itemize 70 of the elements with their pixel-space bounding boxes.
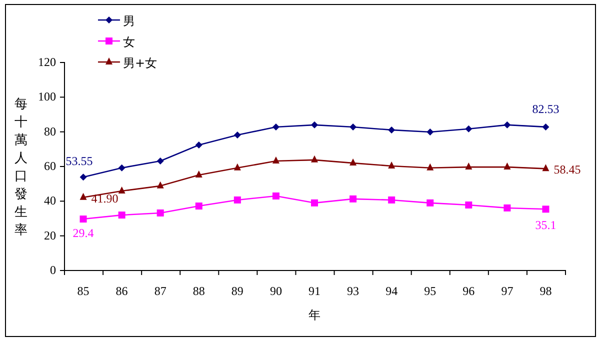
point	[350, 124, 357, 130]
point	[388, 196, 396, 204]
x-tick-label: 87	[154, 284, 166, 298]
point	[542, 164, 550, 172]
point	[272, 192, 280, 200]
x-tick-label: 89	[231, 284, 244, 298]
point	[426, 163, 434, 170]
x-axis-title: 年	[308, 308, 320, 322]
y-tick-label: 20	[44, 228, 56, 242]
point	[465, 162, 472, 170]
x-tick-label: 85	[77, 284, 90, 298]
point	[234, 163, 241, 170]
y-tick-label: 60	[44, 159, 56, 173]
point	[156, 209, 164, 216]
data-label: 35.1	[535, 218, 556, 232]
point	[156, 181, 164, 188]
x-tick-label: 96	[462, 284, 475, 298]
legend-label: 女	[123, 35, 135, 49]
data-label: 53.55	[66, 154, 93, 168]
point	[118, 164, 126, 172]
point	[465, 125, 472, 132]
point	[272, 124, 280, 130]
x-tick-label: 94	[386, 284, 398, 298]
point	[426, 128, 434, 136]
data-label: 29.4	[72, 226, 94, 240]
point	[311, 199, 318, 206]
point	[156, 157, 164, 164]
point	[311, 155, 318, 162]
point	[465, 202, 472, 208]
point	[542, 123, 550, 130]
data-label: 41.90	[91, 191, 118, 206]
data-label: 82.53	[532, 102, 560, 116]
point	[234, 131, 241, 138]
x-tick-label: 91	[308, 284, 320, 298]
x-tick-label: 86	[116, 284, 128, 298]
point	[118, 186, 126, 194]
point	[504, 204, 511, 212]
y-tick-label: 40	[44, 194, 56, 208]
point	[80, 174, 87, 181]
point	[195, 202, 202, 210]
y-tick-label: 120	[38, 55, 56, 69]
x-tick-label: 93	[347, 284, 360, 298]
point	[542, 206, 550, 213]
point	[80, 192, 87, 200]
point	[272, 156, 280, 164]
y-tick-label: 0	[50, 263, 56, 277]
point	[350, 158, 357, 166]
x-tick-label: 95	[424, 284, 436, 298]
data-label: 58.45	[554, 162, 581, 177]
x-tick-label: 88	[192, 284, 205, 298]
x-tick-label: 98	[540, 284, 552, 298]
y-axis-title: 每十萬人口發生率	[14, 96, 28, 237]
point	[195, 170, 202, 178]
point	[195, 142, 202, 149]
y-tick-label: 80	[44, 124, 56, 138]
point	[504, 162, 511, 170]
point	[504, 121, 511, 128]
point	[311, 121, 318, 128]
point	[118, 212, 126, 219]
point	[388, 162, 396, 168]
point	[350, 195, 357, 202]
y-tick-label: 100	[38, 90, 56, 104]
point	[426, 199, 434, 206]
x-tick-label: 97	[501, 284, 514, 298]
point	[388, 126, 396, 134]
legend-label: 男	[123, 14, 135, 28]
legend-label: 男+女	[123, 56, 158, 70]
point	[80, 216, 87, 223]
point	[234, 196, 241, 204]
x-tick-label: 90	[270, 284, 282, 298]
